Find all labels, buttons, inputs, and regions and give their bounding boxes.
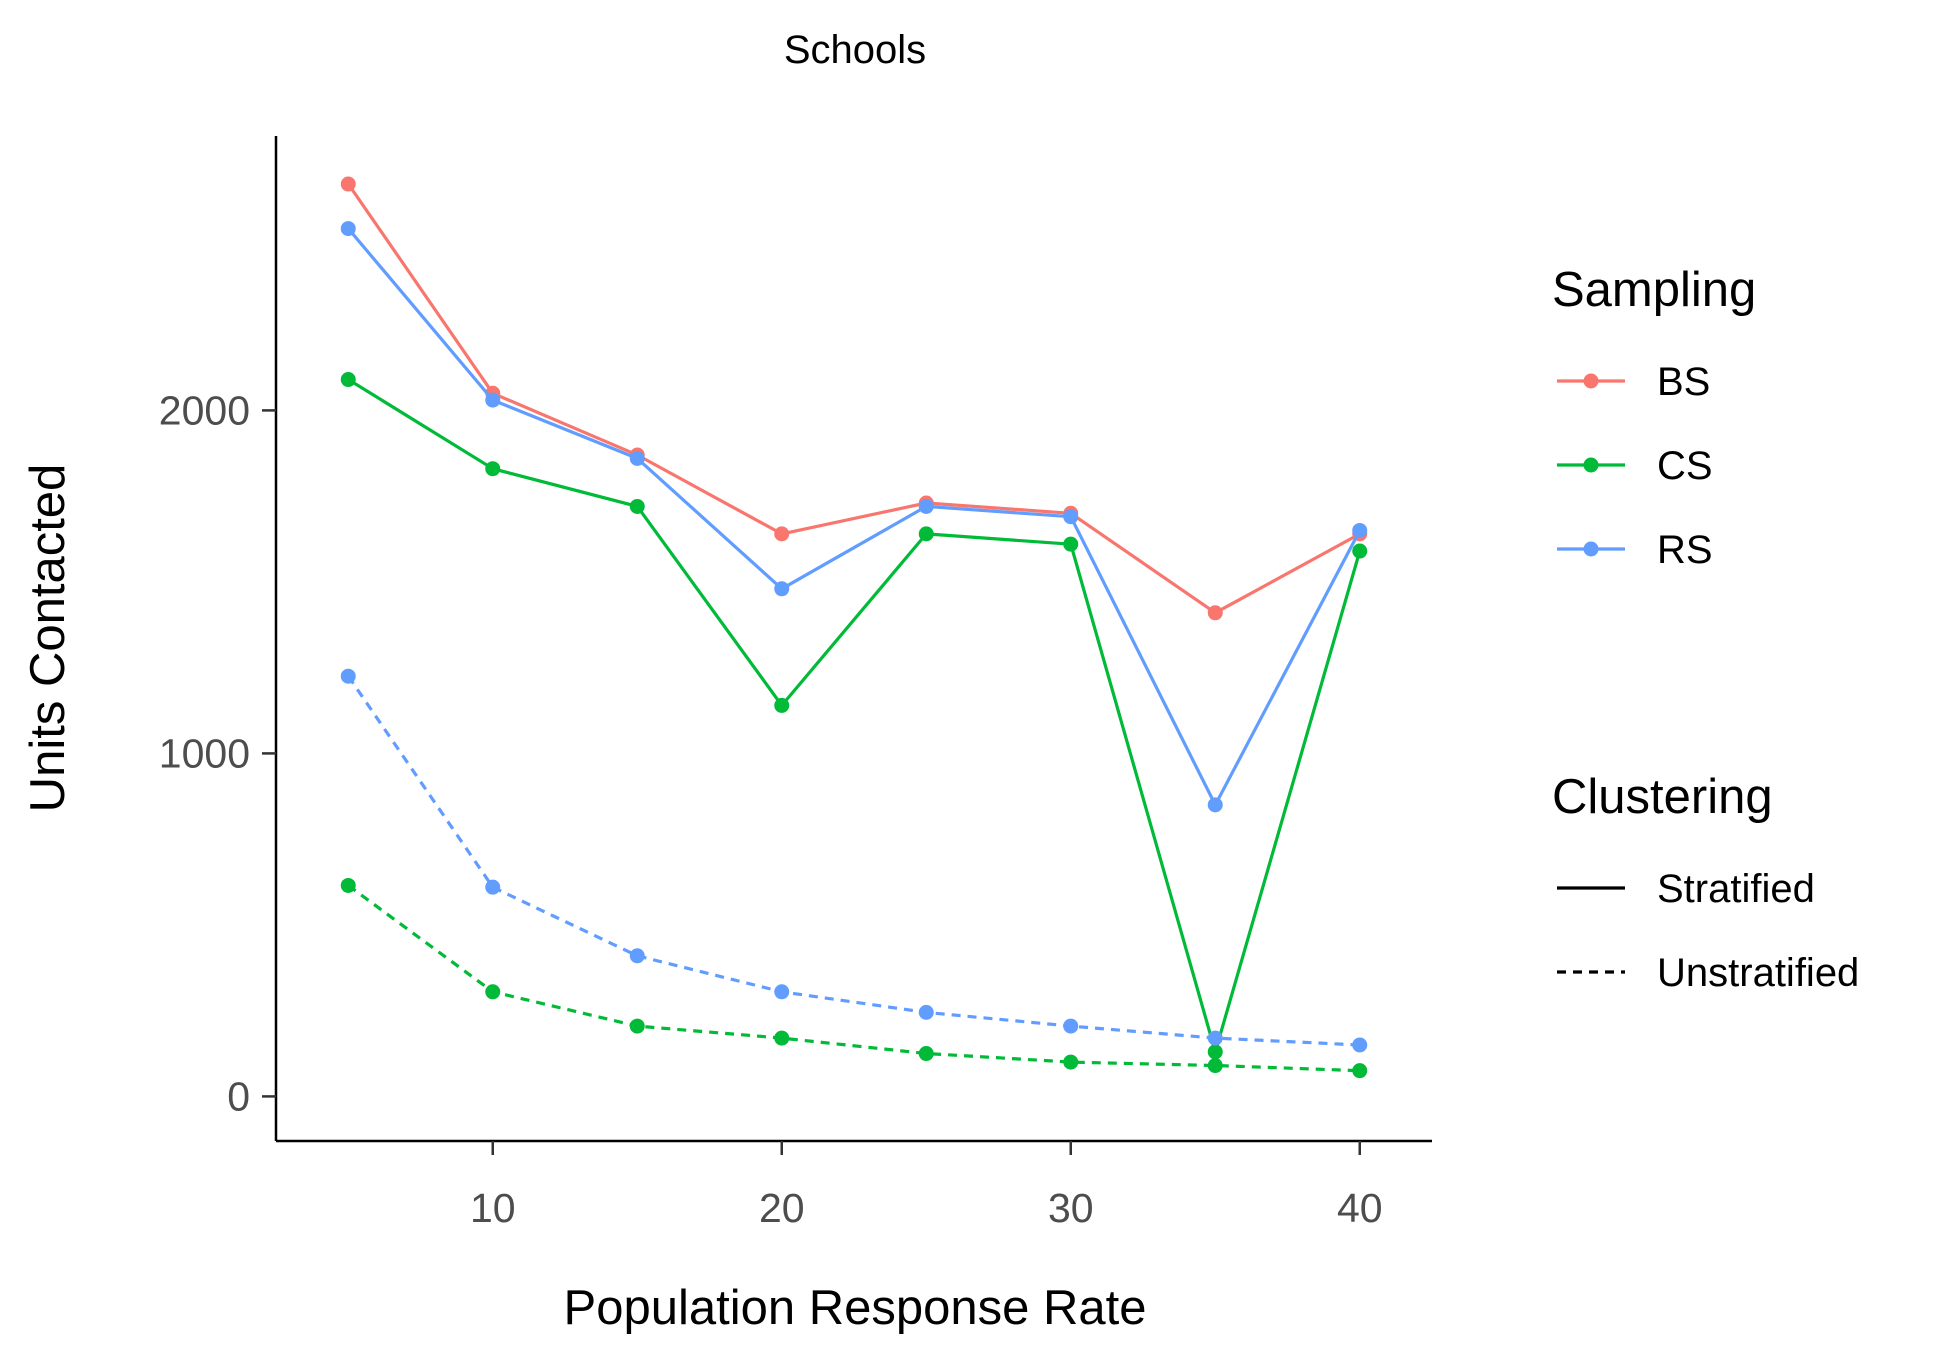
series-layer — [340, 176, 1368, 1079]
data-point — [774, 1030, 790, 1046]
data-point — [485, 461, 501, 477]
legend-key-point — [1583, 541, 1599, 557]
data-point — [1207, 605, 1223, 621]
data-point — [1207, 1058, 1223, 1074]
legend-label: Unstratified — [1657, 951, 1859, 995]
x-tick-label: 40 — [1337, 1185, 1383, 1231]
series-line — [346, 675, 1360, 1047]
y-tick-label: 0 — [227, 1073, 250, 1119]
series-line — [346, 183, 1361, 615]
x-tick-label: 20 — [759, 1185, 805, 1231]
data-point — [774, 581, 790, 597]
y-tick-label: 2000 — [159, 387, 250, 433]
legend-label: RS — [1657, 528, 1713, 572]
data-point — [629, 1018, 645, 1034]
data-point — [1207, 797, 1223, 813]
legend-label: BS — [1657, 360, 1710, 404]
data-point — [1063, 509, 1079, 525]
series-rs-unstratified — [340, 668, 1368, 1053]
data-point — [340, 877, 356, 893]
y-tick-label: 1000 — [159, 730, 250, 776]
data-point — [1352, 543, 1368, 559]
legend-sampling-title: Sampling — [1552, 263, 1756, 317]
data-point — [340, 176, 356, 192]
data-point — [485, 984, 501, 1000]
series-rs-stratified — [340, 221, 1368, 813]
data-point — [1207, 1044, 1223, 1060]
legend-label: Stratified — [1657, 867, 1815, 911]
legend-clustering-title: Clustering — [1552, 770, 1773, 824]
series-cs-unstratified — [340, 877, 1368, 1079]
data-point — [485, 392, 501, 408]
legend-label: CS — [1657, 444, 1713, 488]
data-point — [1352, 522, 1368, 538]
x-tick-label: 30 — [1048, 1185, 1094, 1231]
data-point — [485, 879, 501, 895]
data-point — [629, 948, 645, 964]
data-point — [918, 498, 934, 514]
data-point — [340, 221, 356, 237]
data-point — [918, 1004, 934, 1020]
series-line — [347, 378, 1362, 1054]
legend-key-point — [1583, 373, 1599, 389]
chart-title: Schools — [784, 28, 926, 72]
data-point — [1063, 1018, 1079, 1034]
axes — [274, 136, 1432, 1143]
x-axis-title: Population Response Rate — [564, 1281, 1147, 1335]
data-point — [918, 1046, 934, 1062]
data-point — [774, 697, 790, 713]
x-tick-label: 10 — [470, 1185, 516, 1231]
series-cs-stratified — [340, 372, 1368, 1060]
data-point — [774, 526, 790, 542]
ticks: 10 20 30 40 0 1000 2000 — [159, 387, 1383, 1231]
legend-sampling: Sampling BS CS RS — [1552, 263, 1756, 572]
data-point — [774, 984, 790, 1000]
legend-clustering: Clustering Stratified Unstratified — [1552, 770, 1859, 995]
data-point — [340, 372, 356, 388]
data-point — [1063, 1054, 1079, 1070]
data-point — [1352, 1063, 1368, 1079]
data-point — [629, 498, 645, 514]
data-point — [340, 668, 356, 684]
series-line — [347, 227, 1362, 807]
data-point — [1063, 536, 1079, 552]
data-point — [1207, 1030, 1223, 1046]
data-point — [918, 526, 934, 542]
y-axis-title: Units Contacted — [21, 464, 75, 813]
series-line — [347, 884, 1360, 1073]
data-point — [1352, 1037, 1368, 1053]
data-point — [629, 450, 645, 466]
legend-key-point — [1583, 457, 1599, 473]
